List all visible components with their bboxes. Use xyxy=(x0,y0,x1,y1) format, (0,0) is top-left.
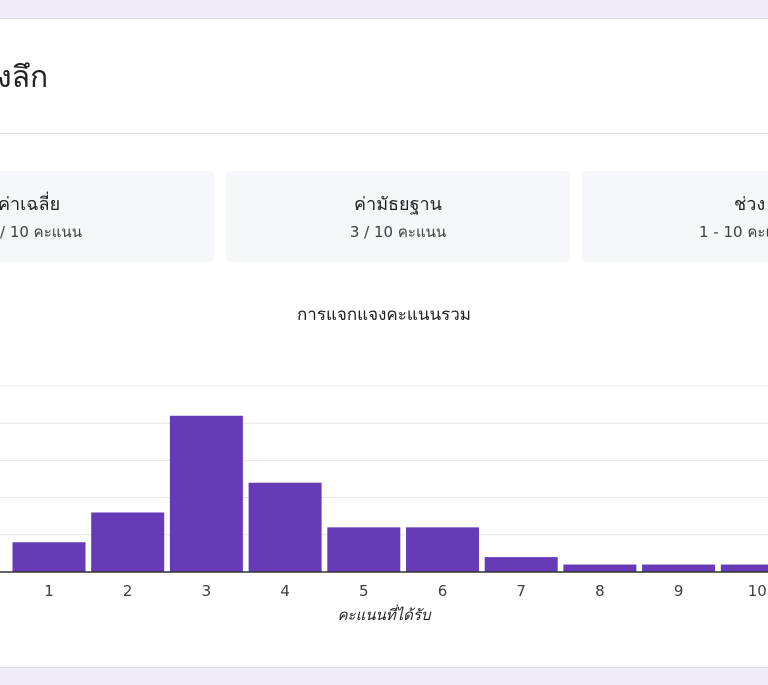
stat-card-range: ช่วง 1 - 10 คะแ xyxy=(582,171,768,262)
x-tick-label: 6 xyxy=(438,582,448,600)
x-tick-label: 1 xyxy=(44,582,54,600)
bar-score-1 xyxy=(12,542,86,572)
x-tick-label: 5 xyxy=(359,582,369,600)
bar-score-8 xyxy=(563,564,637,572)
bar-score-10 xyxy=(720,564,768,572)
chart-title: การแจกแจงคะแนนรวม xyxy=(297,305,471,325)
card-title: งลึก xyxy=(0,60,49,95)
stat-value-median: 3 / 10 คะแนน xyxy=(349,223,447,241)
x-tick-label: 7 xyxy=(516,582,526,600)
x-tick-label: 8 xyxy=(595,582,605,600)
stat-card-median: ค่ามัธยฐาน 3 / 10 คะแนน xyxy=(226,171,570,262)
bar-score-4 xyxy=(248,482,322,572)
bar-score-6 xyxy=(406,527,479,572)
bar-score-7 xyxy=(484,557,558,572)
bar-score-3 xyxy=(169,415,243,572)
stat-value-range: 1 - 10 คะแ xyxy=(699,223,768,241)
stat-value-mean: / 10 คะแนน xyxy=(0,223,82,241)
x-tick-label: 3 xyxy=(202,582,212,600)
x-axis-label: คะแนนที่ได้รับ xyxy=(337,604,431,624)
stat-label-mean: ค่าเฉลี่ย xyxy=(0,194,61,215)
divider xyxy=(0,133,768,134)
bar-score-9 xyxy=(642,564,716,572)
bar-score-2 xyxy=(91,512,165,572)
x-tick-label: 9 xyxy=(674,582,684,600)
x-tick-label: 2 xyxy=(123,582,133,600)
stat-card-mean: ค่าเฉลี่ย / 10 คะแนน xyxy=(0,171,214,262)
stat-label-median: ค่ามัธยฐาน xyxy=(354,194,442,215)
x-tick-label: 4 xyxy=(280,582,290,600)
bar-score-5 xyxy=(327,527,401,572)
x-tick-label: 10 xyxy=(748,582,767,600)
stat-label-range: ช่วง xyxy=(734,194,766,215)
